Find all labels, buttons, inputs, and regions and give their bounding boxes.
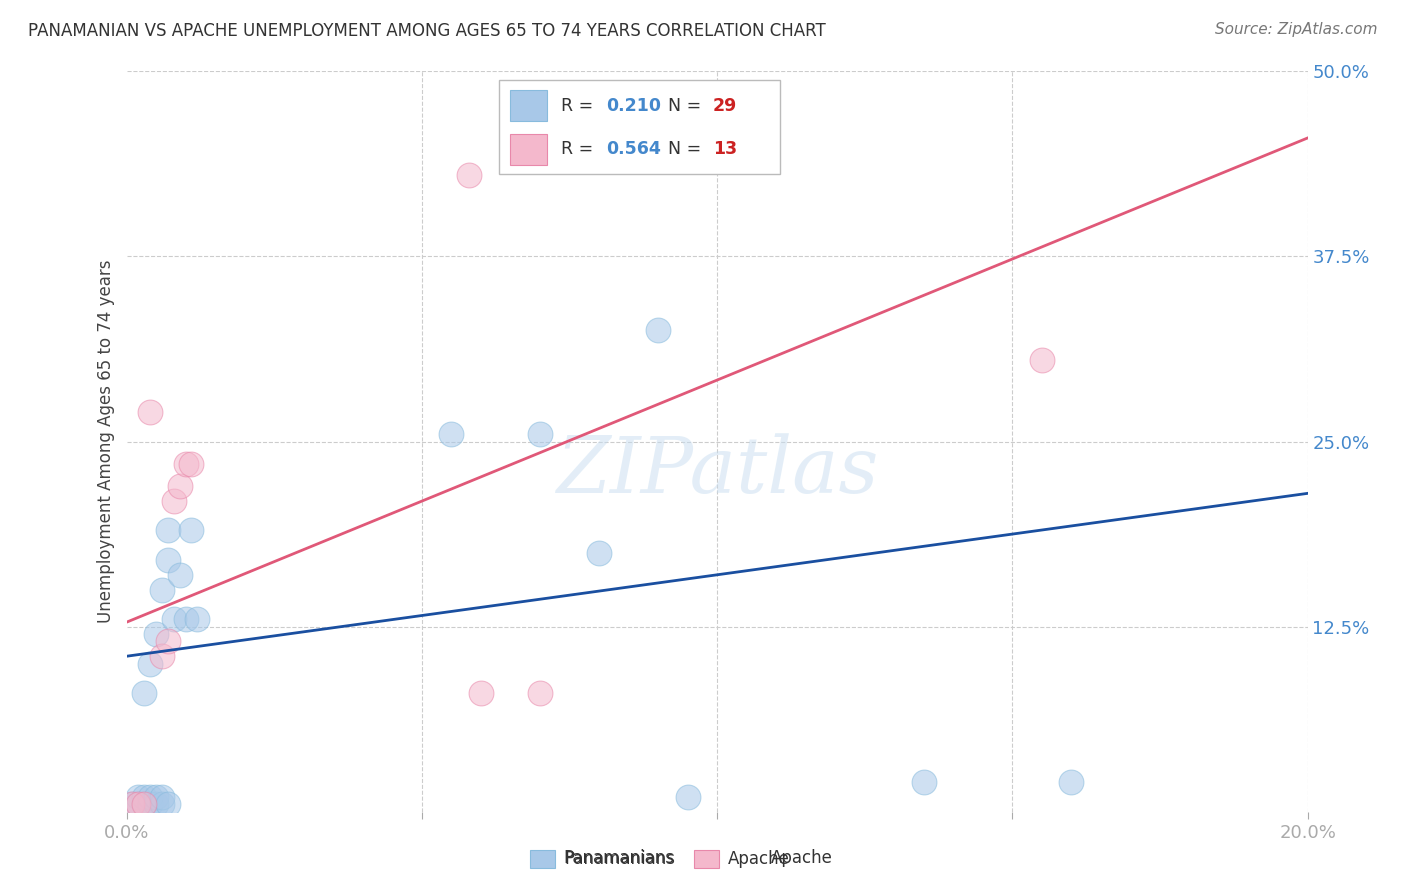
Point bbox=[458, 168, 481, 182]
Point bbox=[169, 479, 191, 493]
Text: R =: R = bbox=[561, 96, 599, 114]
Text: Apache: Apache bbox=[728, 850, 790, 868]
Point bbox=[150, 582, 173, 597]
Point bbox=[588, 546, 610, 560]
Point bbox=[121, 797, 143, 812]
Text: Panamanians: Panamanians bbox=[564, 850, 675, 868]
Point bbox=[134, 789, 156, 804]
Point bbox=[145, 627, 167, 641]
Point bbox=[163, 612, 186, 626]
Point bbox=[186, 612, 208, 626]
Point bbox=[139, 789, 162, 804]
Text: 0.210: 0.210 bbox=[606, 96, 661, 114]
Point bbox=[647, 324, 669, 338]
Point bbox=[174, 612, 197, 626]
Point bbox=[1060, 775, 1083, 789]
Bar bbox=[510, 89, 547, 120]
Point bbox=[174, 457, 197, 471]
Text: 13: 13 bbox=[713, 140, 737, 158]
Point bbox=[127, 797, 149, 812]
Text: Apache: Apache bbox=[770, 849, 832, 867]
Text: 0.564: 0.564 bbox=[606, 140, 661, 158]
Point bbox=[156, 634, 179, 648]
Point bbox=[150, 649, 173, 664]
Point bbox=[127, 797, 149, 812]
Text: PANAMANIAN VS APACHE UNEMPLOYMENT AMONG AGES 65 TO 74 YEARS CORRELATION CHART: PANAMANIAN VS APACHE UNEMPLOYMENT AMONG … bbox=[28, 22, 825, 40]
Text: R =: R = bbox=[561, 140, 599, 158]
Point bbox=[134, 797, 156, 812]
Bar bbox=[695, 849, 718, 869]
Point bbox=[139, 797, 162, 812]
Point bbox=[676, 789, 699, 804]
Point bbox=[156, 553, 179, 567]
Point bbox=[440, 427, 463, 442]
Point bbox=[150, 797, 173, 812]
Point bbox=[529, 427, 551, 442]
Text: N =: N = bbox=[668, 140, 707, 158]
Point bbox=[912, 775, 935, 789]
Y-axis label: Unemployment Among Ages 65 to 74 years: Unemployment Among Ages 65 to 74 years bbox=[97, 260, 115, 624]
Point bbox=[529, 686, 551, 700]
Text: ZIPatlas: ZIPatlas bbox=[555, 433, 879, 509]
Point bbox=[150, 789, 173, 804]
Text: Panamanians: Panamanians bbox=[564, 849, 673, 867]
Point bbox=[134, 797, 156, 812]
Point bbox=[121, 797, 143, 812]
Point bbox=[139, 657, 162, 671]
Text: N =: N = bbox=[668, 96, 707, 114]
Text: 29: 29 bbox=[713, 96, 737, 114]
Point bbox=[1031, 353, 1053, 368]
Bar bbox=[510, 134, 547, 164]
Point bbox=[470, 686, 492, 700]
Point bbox=[134, 686, 156, 700]
Point bbox=[156, 524, 179, 538]
Point bbox=[180, 524, 202, 538]
Point bbox=[145, 797, 167, 812]
Text: Source: ZipAtlas.com: Source: ZipAtlas.com bbox=[1215, 22, 1378, 37]
Point bbox=[139, 405, 162, 419]
Point bbox=[163, 493, 186, 508]
Bar bbox=[530, 849, 555, 869]
Point bbox=[180, 457, 202, 471]
Point bbox=[169, 567, 191, 582]
Point bbox=[127, 789, 149, 804]
Point bbox=[156, 797, 179, 812]
Point bbox=[145, 789, 167, 804]
